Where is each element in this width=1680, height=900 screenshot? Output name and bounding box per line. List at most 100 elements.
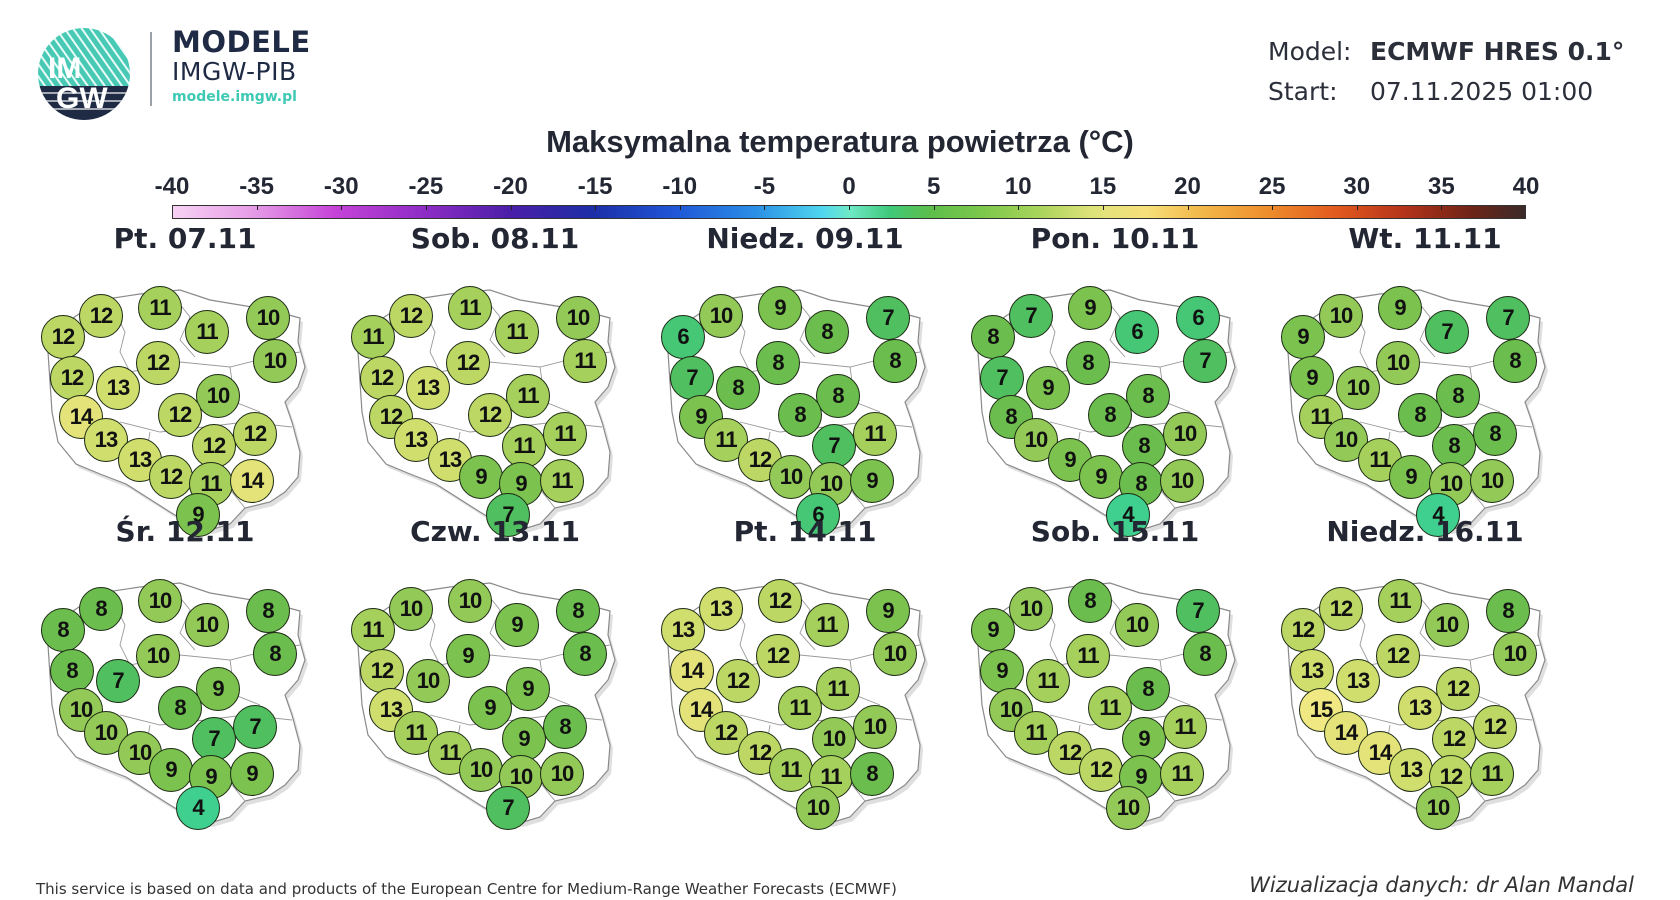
- temperature-marker: 11: [704, 418, 748, 462]
- forecast-panel: Sob. 08.11 11 12 11 11 10 11 12 12 13 11 12 12 13 11 11…: [340, 222, 650, 537]
- temperature-marker: 11: [138, 286, 182, 330]
- brand-block: MODELE IMGW-PIB modele.imgw.pl: [172, 26, 311, 108]
- temperature-marker: 13: [1398, 686, 1442, 730]
- brand-title: MODELE: [172, 25, 311, 59]
- temperature-marker: 11: [778, 686, 822, 730]
- temperature-marker: 7: [1486, 296, 1530, 340]
- temperature-marker: 11: [1358, 438, 1402, 482]
- temperature-marker: 12: [79, 294, 123, 338]
- temperature-marker: 10: [1160, 459, 1204, 503]
- poland-map: 11 12 11 11 10 11 12 12 13 11 12 12 13 11 11 13 9 9 11 7: [340, 262, 650, 537]
- temperature-marker: 7: [1009, 294, 1053, 338]
- temperature-marker: 12: [1436, 667, 1480, 711]
- temperature-marker: 8: [79, 587, 123, 631]
- temperature-marker: 10: [406, 659, 450, 703]
- scale-tick-label: 40: [1512, 173, 1540, 200]
- temperature-marker: 14: [670, 649, 714, 693]
- scale-tick: [1102, 205, 1104, 210]
- temperature-marker: 11: [1014, 711, 1058, 755]
- poland-map: 9 10 8 10 7 8 11 9 11 8 10 11 11 9 11 12 12 9 11 10: [960, 555, 1270, 830]
- temperature-marker: 10: [136, 634, 180, 678]
- temperature-marker: 11: [816, 667, 860, 711]
- panel-date-title: Wt. 11.11: [1348, 222, 1502, 255]
- temperature-marker: 9: [196, 667, 240, 711]
- temperature-marker: 8: [1493, 339, 1537, 383]
- temperature-marker: 9: [971, 608, 1015, 652]
- temperature-marker: 9: [1079, 455, 1123, 499]
- temperature-marker: 12: [233, 412, 277, 456]
- ecmwf-attribution: This service is based on data and produc…: [36, 880, 897, 898]
- scale-tick-label: 35: [1428, 173, 1455, 200]
- temperature-marker: 11: [351, 608, 395, 652]
- temperature-marker: 10: [138, 579, 182, 623]
- temperature-marker: 10: [540, 752, 584, 796]
- temperature-marker: 4: [1106, 493, 1150, 537]
- temperature-marker: 8: [1486, 589, 1530, 633]
- start-value: 07.11.2025 01:00: [1370, 77, 1594, 106]
- model-value: ECMWF HRES 0.1°: [1370, 37, 1625, 66]
- panel-date-title: Niedz. 16.11: [1326, 515, 1524, 548]
- panel-date-title: Pt. 14.11: [733, 515, 877, 548]
- forecast-panel: Czw. 13.11 11 10 10 9 8 8 9 12 10 9 13 9 11 9 8 11 10 10 10…: [340, 515, 650, 830]
- poland-map: 11 10 10 9 8 8 9 12 10 9 13 9 11 9 8 11 10 10 10 7: [340, 555, 650, 830]
- scale-tick-label: -40: [154, 173, 190, 200]
- scale-tick-label: -30: [323, 173, 359, 200]
- panel-date-title: Sob. 08.11: [410, 222, 580, 255]
- temperature-marker: 11: [495, 310, 539, 354]
- temperature-marker: 7: [486, 493, 530, 537]
- temperature-marker: 10: [196, 374, 240, 418]
- temperature-marker: 10: [989, 688, 1033, 732]
- temperature-marker: 8: [816, 374, 860, 418]
- scale-tick: [510, 205, 512, 210]
- temperature-marker: 8: [1068, 579, 1112, 623]
- temperature-marker: 10: [185, 603, 229, 647]
- temperature-marker: 9: [1290, 356, 1334, 400]
- scale-tick: [1187, 205, 1189, 210]
- brand-url-link[interactable]: modele.imgw.pl: [172, 89, 297, 105]
- temperature-marker: 9: [506, 667, 550, 711]
- temperature-marker: 6: [1176, 296, 1220, 340]
- temperature-marker: 8: [1398, 393, 1442, 437]
- scale-tick-label: -20: [493, 173, 528, 200]
- temperature-marker: 11: [1160, 752, 1204, 796]
- temperature-marker: 7: [1183, 339, 1227, 383]
- temperature-marker: 8: [1126, 667, 1170, 711]
- forecast-panel: Niedz. 09.11 6 10 9 8 7 8 8 7 8 8 9 8 11 7 11 12 10 10 9 6: [650, 222, 960, 537]
- temperature-marker: 9: [679, 395, 723, 439]
- scale-tick: [1018, 205, 1020, 210]
- temperature-marker: 8: [778, 393, 822, 437]
- temperature-marker: 13: [96, 366, 140, 410]
- temperature-marker: 13: [661, 608, 705, 652]
- temperature-marker: 9: [459, 455, 503, 499]
- temperature-marker: 14: [1324, 711, 1368, 755]
- temperature-marker: 12: [446, 341, 490, 385]
- temperature-marker: 8: [1473, 412, 1517, 456]
- temperature-marker: 10: [459, 748, 503, 792]
- temperature-marker: 7: [486, 786, 530, 830]
- imgw-logo: IM GW: [38, 28, 130, 120]
- poland-map: 8 8 10 10 8 8 10 8 7 9 10 8 10 7 7 10 9 9 9 4: [30, 555, 340, 830]
- temperature-marker: 8: [563, 632, 607, 676]
- logo-text-top: IM: [48, 52, 81, 85]
- poland-map: 6 10 9 8 7 8 8 7 8 8 9 8 11 7 11 12 10 10 9 6: [650, 262, 960, 537]
- temperature-marker: 11: [1026, 659, 1070, 703]
- scale-tick-label: -5: [753, 173, 776, 200]
- scale-tick: [1441, 205, 1443, 210]
- temperature-marker: 12: [50, 356, 94, 400]
- poland-map: 13 13 12 11 9 10 12 14 12 11 14 11 12 10 10 12 11 11 8 10: [650, 555, 960, 830]
- temperature-marker: 6: [796, 493, 840, 537]
- temperature-marker: 7: [670, 356, 714, 400]
- temperature-marker: 11: [351, 315, 395, 359]
- map-title: Maksymalna temperatura powietrza (°C): [546, 124, 1134, 159]
- color-scale-labels: -40 -35 -30 -25 -20 -15 -10 -5 0 5 10 15 20 25 30 35 40: [155, 173, 1540, 203]
- forecast-panel: Śr. 12.11 8 8 10 10 8 8 10 8 7 9 10 8 10 7 7 10 9 9 9 4: [30, 515, 340, 830]
- temperature-marker: 7: [812, 424, 856, 468]
- temperature-marker: 12: [360, 356, 404, 400]
- temperature-marker: 15: [1299, 688, 1343, 732]
- temperature-marker: 9: [1378, 286, 1422, 330]
- temperature-marker: 8: [971, 315, 1015, 359]
- poland-map: 12 12 11 11 10 10 12 12 13 10 14 12 13 12 12 13 12 11 14 9: [30, 262, 340, 537]
- temperature-marker: 10: [1470, 459, 1514, 503]
- temperature-marker: 8: [756, 341, 800, 385]
- temperature-marker: 8: [543, 705, 587, 749]
